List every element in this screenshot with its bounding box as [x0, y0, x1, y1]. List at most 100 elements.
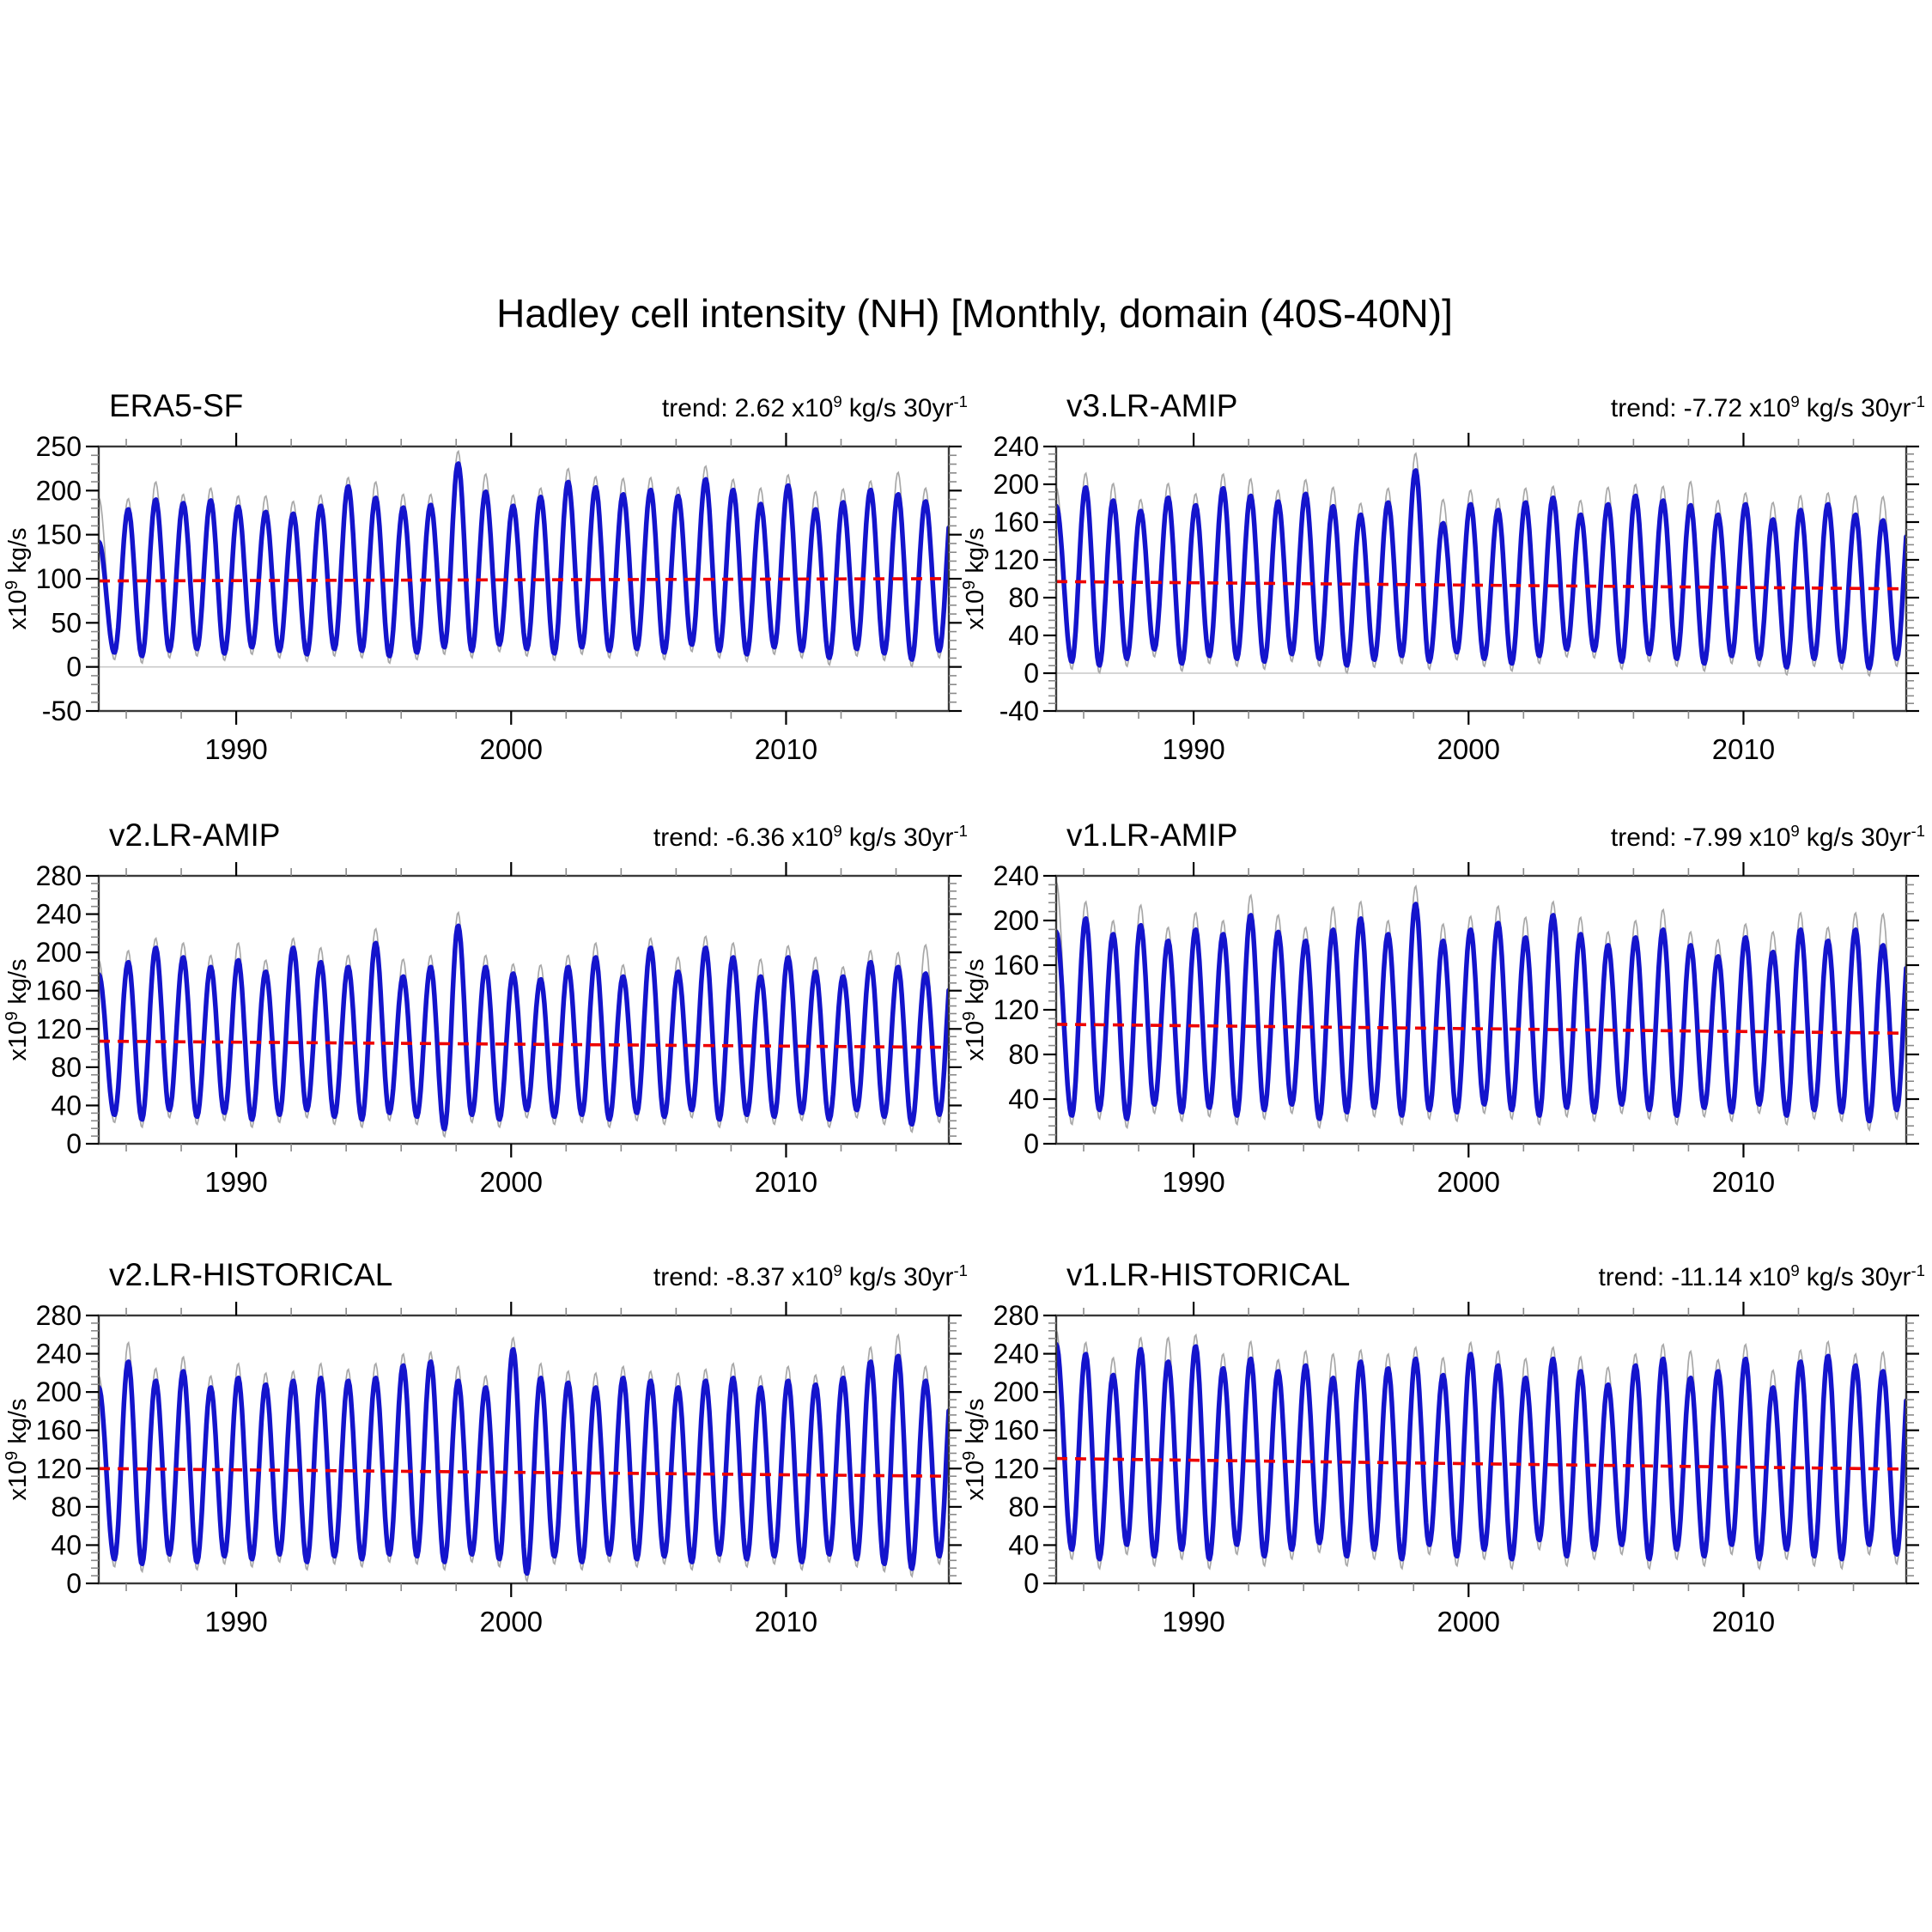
- svg-text:240: 240: [993, 860, 1039, 891]
- svg-text:200: 200: [993, 469, 1039, 500]
- trend-word: trend:: [653, 823, 720, 852]
- trend-word: trend:: [1610, 394, 1677, 422]
- panel-title: v2.LR-AMIP: [109, 817, 281, 853]
- svg-text:160: 160: [993, 950, 1039, 981]
- panel-trend-label: trend: -7.72 x109 kg/s 30yr-1: [1611, 392, 1925, 423]
- trend-exp: 9: [833, 822, 842, 840]
- svg-text:2000: 2000: [480, 733, 543, 765]
- svg-text:80: 80: [51, 1492, 82, 1522]
- svg-text:280: 280: [36, 1300, 82, 1331]
- svg-text:40: 40: [1008, 620, 1039, 651]
- svg-text:40: 40: [1008, 1529, 1039, 1560]
- svg-text:0: 0: [1024, 1128, 1039, 1159]
- svg-text:1990: 1990: [204, 1166, 267, 1198]
- figure-title: Hadley cell intensity (NH) [Monthly, dom…: [496, 291, 1453, 336]
- trend-unit: kg/s 30yr: [848, 394, 954, 422]
- svg-text:80: 80: [1008, 582, 1039, 613]
- panel-header-v3-lr-amip: v3.LR-AMIP trend: -7.72 x109 kg/s 30yr-1: [1066, 388, 1925, 424]
- svg-text:120: 120: [993, 994, 1039, 1025]
- svg-text:1990: 1990: [204, 733, 267, 765]
- svg-text:2010: 2010: [1712, 733, 1775, 765]
- trend-exp-m1: -1: [1911, 822, 1925, 840]
- trend-exp: 9: [833, 1261, 842, 1279]
- panel-title: v1.LR-HISTORICAL: [1066, 1257, 1351, 1292]
- trend-exp-m1: -1: [953, 822, 968, 840]
- svg-text:0: 0: [66, 652, 82, 683]
- panel-trend-label: trend: -11.14 x109 kg/s 30yr-1: [1598, 1261, 1925, 1292]
- svg-text:-50: -50: [42, 696, 82, 726]
- panel-trend-label: trend: -6.36 x109 kg/s 30yr-1: [653, 822, 968, 853]
- svg-text:x109 kg/s: x109 kg/s: [960, 527, 989, 629]
- trend-exp: 9: [1790, 392, 1800, 410]
- panel-trend-label: trend: -7.99 x109 kg/s 30yr-1: [1611, 822, 1925, 853]
- svg-text:240: 240: [36, 899, 82, 930]
- svg-text:2010: 2010: [755, 1166, 817, 1198]
- trend-exp-m1: -1: [953, 392, 968, 410]
- trend-exp-m1: -1: [953, 1261, 968, 1279]
- svg-text:x109 kg/s: x109 kg/s: [3, 958, 32, 1060]
- panel-chart-v1-lr-historical: 0 40 80 120 160 200 240 280 1990 2000 2010 x109 kg/…: [960, 1300, 1919, 1637]
- svg-text:0: 0: [1024, 1568, 1039, 1599]
- panel-title: v2.LR-HISTORICAL: [109, 1257, 393, 1292]
- trend-x10: x10: [1749, 823, 1791, 852]
- trend-unit: kg/s 30yr: [1806, 394, 1911, 422]
- trend-value: -7.72: [1683, 394, 1743, 422]
- svg-text:1990: 1990: [204, 1606, 267, 1637]
- svg-text:200: 200: [993, 1376, 1039, 1407]
- svg-text:2010: 2010: [1712, 1606, 1775, 1637]
- svg-text:120: 120: [36, 1013, 82, 1044]
- trend-value: -6.36: [726, 823, 786, 852]
- svg-text:160: 160: [993, 1415, 1039, 1446]
- panel-header-v1-lr-amip: v1.LR-AMIP trend: -7.99 x109 kg/s 30yr-1: [1066, 817, 1925, 854]
- svg-text:250: 250: [36, 431, 82, 462]
- svg-text:80: 80: [51, 1052, 82, 1083]
- trend-x10: x10: [792, 394, 834, 422]
- trend-exp-m1: -1: [1911, 1261, 1925, 1279]
- svg-text:160: 160: [36, 1415, 82, 1446]
- svg-text:200: 200: [36, 1376, 82, 1407]
- panel-title: ERA5-SF: [109, 388, 244, 423]
- trend-unit: kg/s 30yr: [848, 823, 954, 852]
- svg-text:240: 240: [993, 1339, 1039, 1370]
- trend-value: 2.62: [734, 394, 786, 422]
- svg-text:2000: 2000: [480, 1166, 543, 1198]
- svg-text:2010: 2010: [755, 733, 817, 765]
- svg-text:2010: 2010: [1712, 1166, 1775, 1198]
- trend-x10: x10: [1749, 1263, 1791, 1291]
- svg-text:200: 200: [36, 937, 82, 968]
- panel-chart-v2-lr-amip: 0 40 80 120 160 200 240 280 1990 2000 2010 x109 kg/…: [3, 860, 962, 1198]
- svg-text:80: 80: [1008, 1039, 1039, 1070]
- svg-text:2000: 2000: [1437, 1166, 1500, 1198]
- panel-header-era5-sf: ERA5-SF trend: 2.62 x109 kg/s 30yr-1: [109, 388, 968, 424]
- svg-text:40: 40: [51, 1090, 82, 1121]
- panel-title: v3.LR-AMIP: [1066, 388, 1238, 423]
- trend-word: trend:: [661, 394, 728, 422]
- svg-text:240: 240: [36, 1339, 82, 1370]
- panel-header-v1-lr-historical: v1.LR-HISTORICAL trend: -11.14 x109 kg/s 30…: [1066, 1257, 1925, 1293]
- panel-trend-label: trend: -8.37 x109 kg/s 30yr-1: [653, 1261, 968, 1292]
- trend-exp: 9: [833, 392, 842, 410]
- trend-unit: kg/s 30yr: [848, 1263, 954, 1291]
- trend-unit: kg/s 30yr: [1806, 823, 1911, 852]
- svg-text:0: 0: [66, 1568, 82, 1599]
- svg-text:280: 280: [36, 860, 82, 891]
- svg-text:50: 50: [51, 607, 82, 638]
- svg-text:2000: 2000: [1437, 733, 1500, 765]
- trend-value: -11.14: [1671, 1263, 1743, 1291]
- svg-text:120: 120: [993, 544, 1039, 575]
- svg-text:160: 160: [36, 975, 82, 1006]
- trend-value: -7.99: [1683, 823, 1743, 852]
- panel-chart-v3-lr-amip: -40 0 40 80 120 160 200 240 1990 2000 2010 x109 kg/…: [960, 431, 1919, 765]
- svg-text:120: 120: [36, 1453, 82, 1484]
- svg-text:2010: 2010: [755, 1606, 817, 1637]
- svg-text:280: 280: [993, 1300, 1039, 1331]
- svg-text:2000: 2000: [1437, 1606, 1500, 1637]
- panel-trend-label: trend: 2.62 x109 kg/s 30yr-1: [662, 392, 968, 423]
- trend-word: trend:: [1610, 823, 1677, 852]
- svg-text:1990: 1990: [1162, 1166, 1224, 1198]
- svg-text:1990: 1990: [1162, 733, 1224, 765]
- trend-word: trend:: [1598, 1263, 1665, 1291]
- svg-text:200: 200: [993, 905, 1039, 936]
- svg-text:240: 240: [993, 431, 1039, 462]
